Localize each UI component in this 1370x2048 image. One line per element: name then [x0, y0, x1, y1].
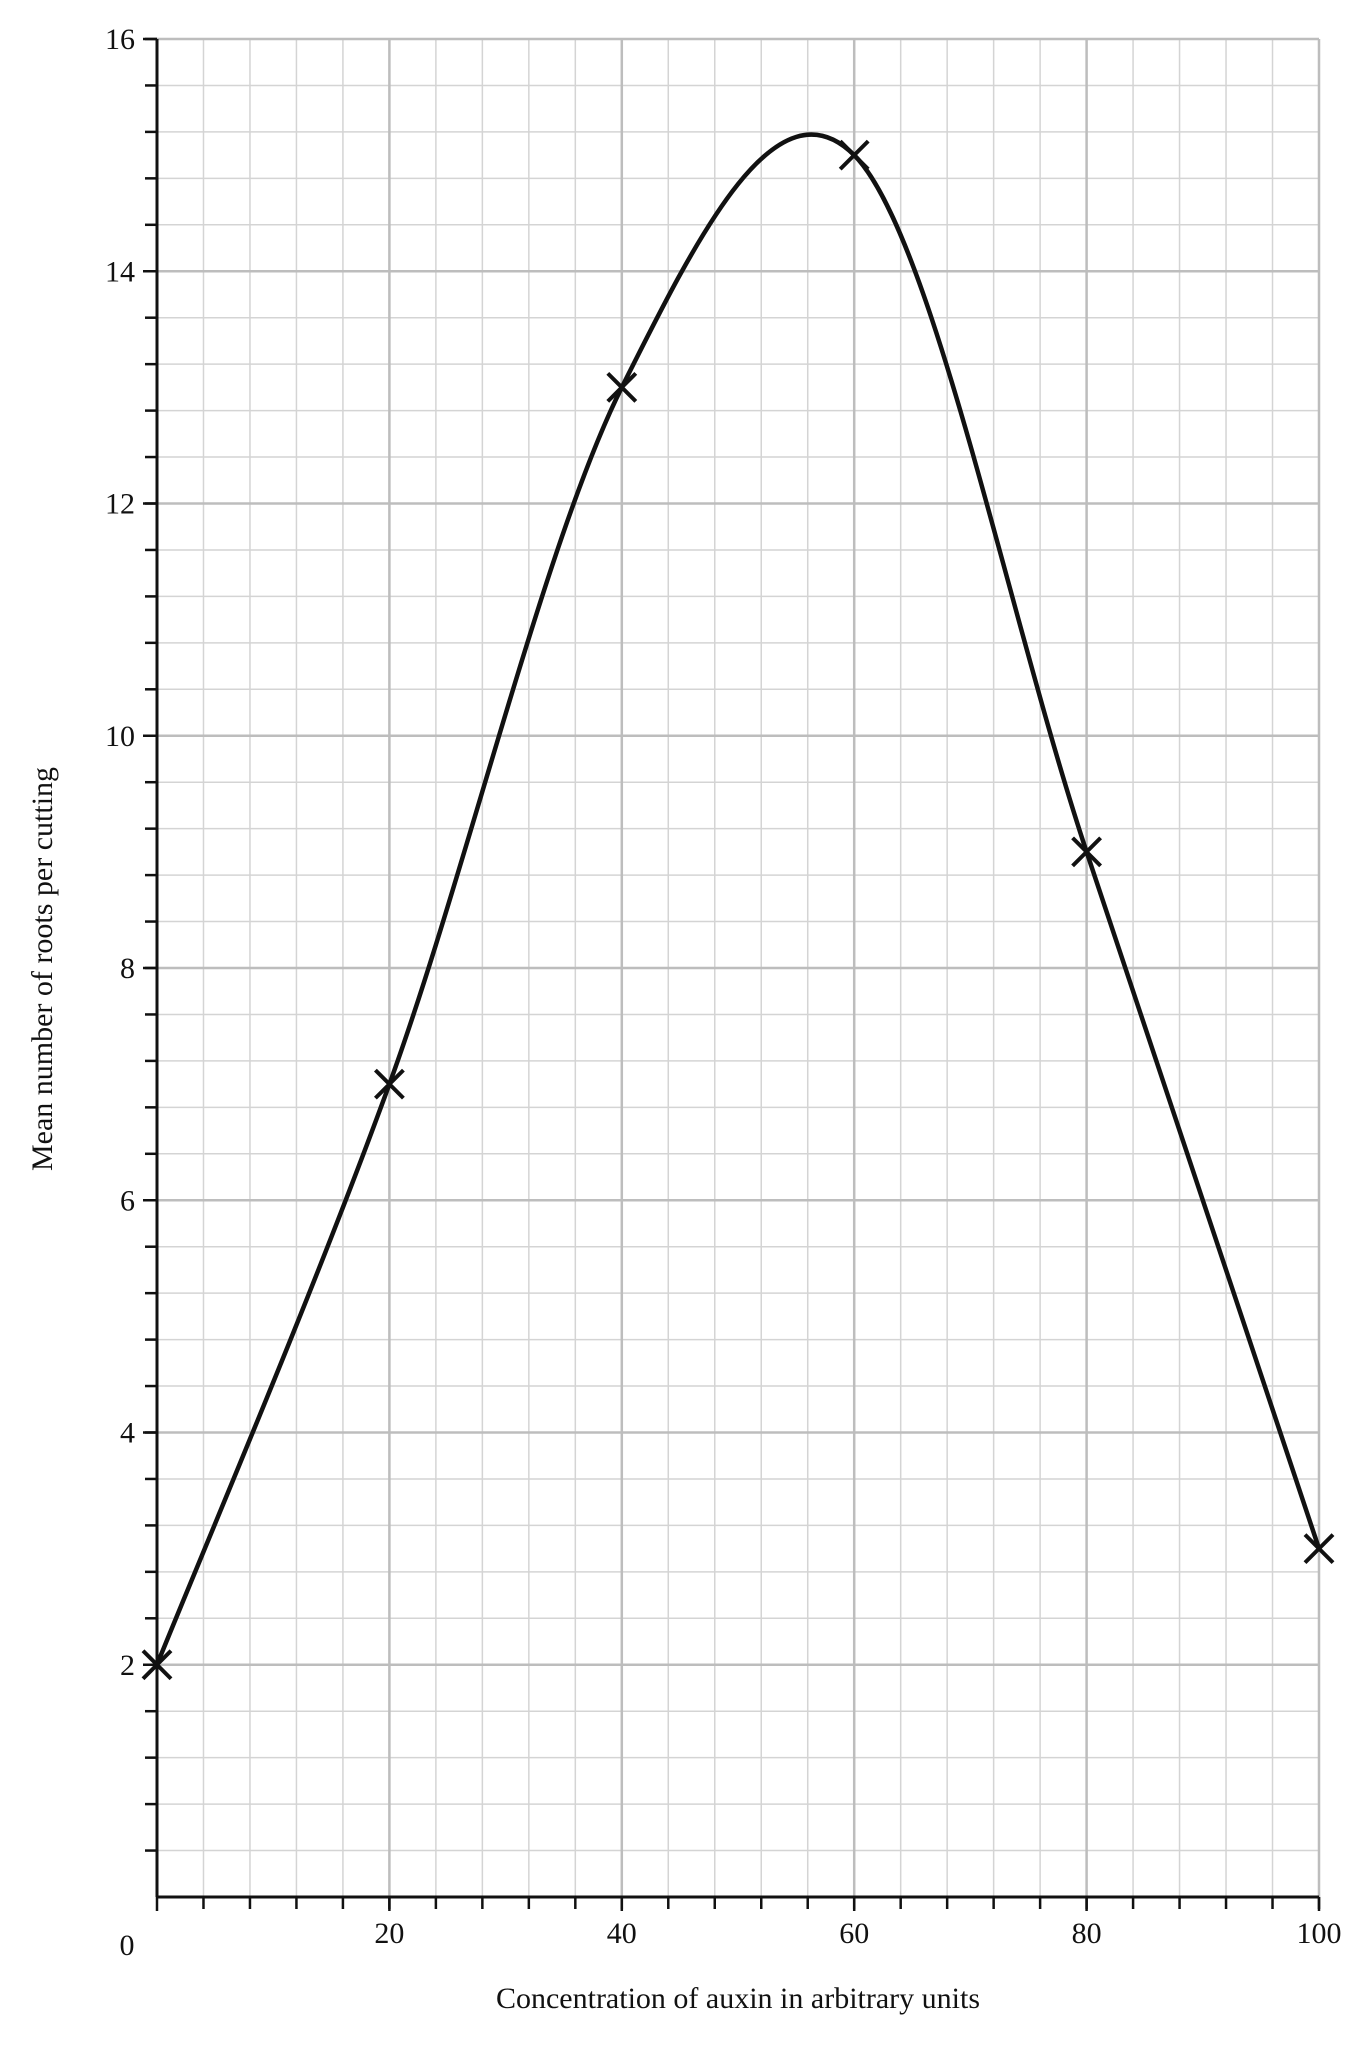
y-tick-label: 4 — [120, 1417, 135, 1450]
y-tick-label: 16 — [105, 23, 135, 56]
x-tick-label: 100 — [1297, 1917, 1342, 1950]
point-marker — [838, 139, 870, 171]
y-tick-label: 10 — [105, 720, 135, 753]
x-tick-label: 0 — [120, 1929, 135, 1962]
grid — [157, 37, 1321, 1897]
x-tick-label: 20 — [374, 1917, 404, 1950]
y-tick-label: 12 — [105, 488, 135, 521]
x-tick-label: 40 — [607, 1917, 637, 1950]
y-tick-label: 14 — [105, 255, 135, 288]
y-tick-label: 8 — [120, 952, 135, 985]
x-tick-label: 60 — [839, 1917, 869, 1950]
curve — [154, 132, 1322, 1666]
y-axis-title: Mean number of roots per cutting — [26, 767, 59, 1171]
y-tick-label: 2 — [120, 1649, 135, 1682]
x-axis-title: Concentration of auxin in arbitrary unit… — [496, 1982, 980, 2015]
point-marker — [606, 371, 638, 403]
point-marker — [141, 1649, 173, 1681]
x-tick-label: 80 — [1072, 1917, 1102, 1950]
point-marker — [1071, 836, 1103, 868]
point-marker — [373, 1068, 405, 1100]
point-marker — [1303, 1533, 1335, 1565]
y-tick-label: 6 — [120, 1184, 135, 1217]
